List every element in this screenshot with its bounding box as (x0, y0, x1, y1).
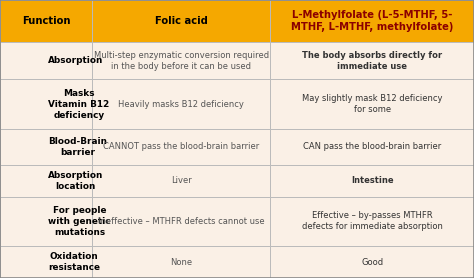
Bar (92, 42, 270, 80)
Text: Intestine: Intestine (351, 176, 393, 185)
Text: L-Methylfolate (L-5-MTHF, 5-
MTHF, L-MTHF, methylfolate): L-Methylfolate (L-5-MTHF, 5- MTHF, L-MTH… (291, 10, 453, 32)
Bar (270, 197, 474, 246)
Text: CANNOT pass the blood-brain barrier: CANNOT pass the blood-brain barrier (103, 142, 259, 152)
Bar (0, 165, 92, 197)
Text: Ineffective – MTHFR defects cannot use: Ineffective – MTHFR defects cannot use (98, 217, 264, 226)
Text: Masks
Vitamin B12
deficiency: Masks Vitamin B12 deficiency (48, 89, 109, 120)
Text: CAN pass the blood-brain barrier: CAN pass the blood-brain barrier (303, 142, 441, 152)
Bar (0, 0, 92, 42)
Text: Heavily masks B12 deficiency: Heavily masks B12 deficiency (118, 100, 244, 109)
Bar (270, 42, 474, 80)
Text: Liver: Liver (171, 176, 191, 185)
Text: Folic acid: Folic acid (155, 16, 208, 26)
Text: Blood-Brain
barrier: Blood-Brain barrier (48, 137, 107, 157)
Text: Absorption: Absorption (48, 56, 103, 65)
Bar (92, 80, 270, 129)
Text: Function: Function (22, 16, 71, 26)
Bar (270, 0, 474, 42)
Bar (270, 246, 474, 278)
Bar (92, 0, 270, 42)
Bar (0, 42, 92, 80)
Bar (270, 80, 474, 129)
Text: Oxidation
resistance: Oxidation resistance (48, 252, 100, 272)
Bar (92, 129, 270, 165)
Text: Absorption
location: Absorption location (48, 171, 103, 191)
Bar (0, 246, 92, 278)
Bar (270, 165, 474, 197)
Bar (0, 129, 92, 165)
Text: Good: Good (361, 258, 383, 267)
Text: The body absorbs directly for
immediate use: The body absorbs directly for immediate … (302, 51, 442, 71)
Text: Multi-step enzymatic conversion required
in the body before it can be used: Multi-step enzymatic conversion required… (94, 51, 269, 71)
Text: None: None (170, 258, 192, 267)
Text: May slightly mask B12 deficiency
for some: May slightly mask B12 deficiency for som… (302, 94, 442, 114)
Bar (270, 129, 474, 165)
Bar (0, 80, 92, 129)
Text: Effective – by-passes MTHFR
defects for immediate absorption: Effective – by-passes MTHFR defects for … (301, 211, 443, 232)
Bar (92, 197, 270, 246)
Bar (0, 197, 92, 246)
Bar (92, 165, 270, 197)
Text: For people
with genetic
mutations: For people with genetic mutations (48, 206, 110, 237)
Bar (92, 246, 270, 278)
